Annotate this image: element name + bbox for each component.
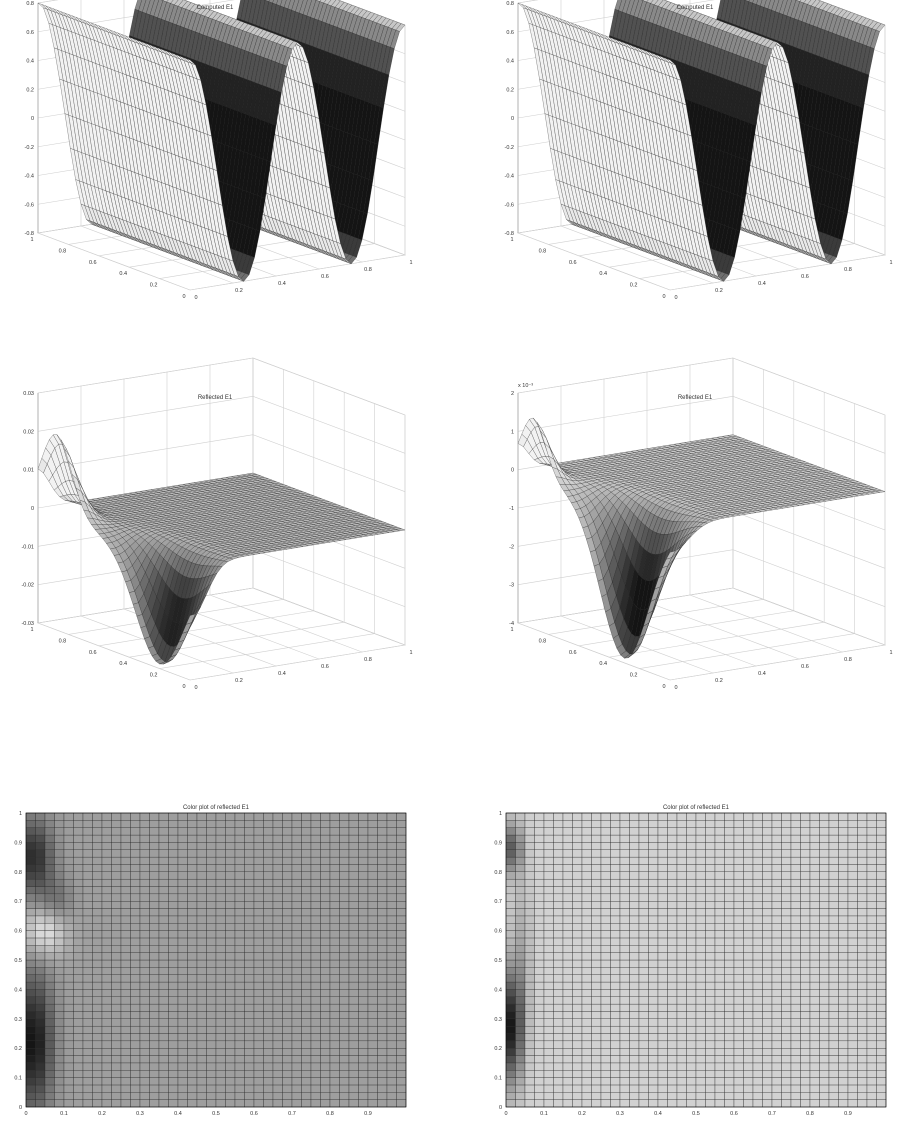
x-tick-label: 0.4 — [278, 671, 286, 677]
chart-title: Computed E1 — [677, 5, 714, 11]
z-tick-label: 0 — [31, 116, 34, 122]
z-tick-label: -0.6 — [505, 202, 514, 208]
surface-mesh — [37, 0, 406, 282]
x-tick-label: 0.2 — [235, 678, 243, 684]
x-tick-label: 1 — [409, 650, 412, 656]
y-gridline — [37, 358, 254, 624]
x-tick-label: 0.8 — [364, 267, 372, 273]
z-gridline — [517, 549, 886, 607]
y-tick-label: 0.4 — [599, 271, 607, 277]
x-tick-label: 1 — [889, 260, 892, 266]
z-gridline — [517, 587, 886, 646]
z-tick-label: 0.4 — [506, 59, 514, 65]
y-tick-label: 0 — [182, 684, 185, 690]
surface-plot-svg: -0.03 -0.02 -0.01 0 0.01 0.02 0.03 0 0.2 0.4 0.6 0.… — [21, 357, 413, 691]
reflected-e1-surface-left: -0.03 -0.02 -0.01 0 0.01 0.02 0.03 0 0.2 0.4 0.6 0.… — [0, 357, 420, 720]
z-tick-label: 0 — [31, 506, 34, 512]
y-tick-label: 0.6 — [569, 260, 577, 266]
y-tick-label: 0 — [182, 294, 185, 300]
x-tick-label: 0.6 — [321, 664, 329, 670]
y-tick-label: 0.4 — [119, 661, 127, 667]
x-tick-label: 0.6 — [801, 274, 809, 280]
axes: -0.03 -0.02 -0.01 0 0.01 0.02 0.03 0 0.2 0.4 0.6 0.… — [21, 391, 412, 691]
computed-e1-surface-left: -0.8 -0.6 -0.4 -0.2 0 0.2 0.4 0.6 0.8 0 0.2 0.4 0.6 0… — [0, 0, 420, 330]
y-tick-label: 0.6 — [89, 260, 97, 266]
computed-e1-surface-right: -0.8 -0.6 -0.4 -0.2 0 0.2 0.4 0.6 0.8 0 0.2 0.4 0.6 0… — [480, 0, 900, 330]
chart-title: Computed E1 — [197, 5, 234, 11]
z-tick-label: -0.8 — [25, 231, 34, 237]
z-tick-label: 0.03 — [23, 391, 34, 397]
y-tick-label: 0.4 — [119, 271, 127, 277]
x-tick-label: 0.4 — [278, 281, 286, 287]
z-gridline — [37, 396, 406, 454]
y-tick-label: 0.2 — [630, 283, 638, 289]
z-tick-label: -0.8 — [505, 231, 514, 237]
z-tick-label: -0.6 — [25, 202, 34, 208]
z-tick-label: 0.4 — [26, 59, 34, 65]
z-gridline — [37, 587, 406, 646]
y-tick-label: 0.2 — [150, 673, 158, 679]
z-tick-label: 0.01 — [23, 468, 34, 474]
x-tick-label: 0.8 — [364, 657, 372, 663]
y-tick-label: 0.8 — [59, 248, 67, 254]
z-tick-label: 0 — [511, 116, 514, 122]
z-tick-label: 0.8 — [26, 1, 34, 7]
z-tick-label: 0.6 — [26, 30, 34, 36]
surface-patch — [186, 58, 196, 65]
y-tick-label: 0.8 — [539, 248, 547, 254]
surface-mesh — [517, 417, 886, 659]
axes: -0.8 -0.6 -0.4 -0.2 0 0.2 0.4 0.6 0.8 0 0.2 0.4 0.6 0… — [25, 1, 413, 301]
surface-plot-svg: -4-3-2-101200.20.40.60.8100.20.40.60.81x… — [509, 357, 893, 691]
surface-patch — [185, 613, 196, 625]
x-tick-label: 0 — [674, 295, 677, 301]
floor — [516, 587, 887, 681]
z-tick-label: -0.4 — [505, 174, 514, 180]
surface-plot-svg: -0.8 -0.6 -0.4 -0.2 0 0.2 0.4 0.6 0.8 0 0.2 0.4 0.6 0… — [25, 0, 413, 301]
z-tick-label: -0.02 — [21, 583, 34, 589]
y-tick-label: 0.6 — [89, 650, 97, 656]
z-gridline — [517, 357, 886, 416]
z-tick-label: -0.2 — [505, 145, 514, 151]
surface-plot-svg: -0.8 -0.6 -0.4 -0.2 0 0.2 0.4 0.6 0.8 0 0.2 0.4 0.6 0… — [505, 0, 893, 301]
y-tick-label: 1 — [510, 237, 513, 243]
z-tick-label: -0.01 — [21, 544, 34, 550]
x-tick-label: 0.4 — [758, 281, 766, 287]
z-tick-label: 0.8 — [506, 1, 514, 7]
floor — [36, 587, 407, 681]
z-tick-label: -0.4 — [25, 174, 34, 180]
x-tick-label: 0 — [194, 685, 197, 691]
surface-patch — [666, 58, 676, 65]
surface-mesh — [37, 434, 406, 665]
chart-title: Reflected E1 — [198, 395, 233, 401]
z-tick-label: -0.2 — [25, 145, 34, 151]
y-tick-label: 0.2 — [150, 283, 158, 289]
x-tick-label: 0 — [194, 295, 197, 301]
z-tick-label: 0.02 — [23, 429, 34, 435]
x-tick-label: 0.6 — [321, 274, 329, 280]
y-tick-label: 1 — [30, 237, 33, 243]
y-tick-label: 1 — [30, 627, 33, 633]
x-tick-label: 0.2 — [235, 288, 243, 294]
x-tick-label: 0.8 — [844, 267, 852, 273]
z-gridline — [37, 357, 406, 416]
surface-mesh — [517, 0, 886, 282]
z-tick-label: 0.2 — [26, 87, 34, 93]
z-tick-label: 0.2 — [506, 87, 514, 93]
x-tick-label: 1 — [409, 260, 412, 266]
x-tick-label: 0.2 — [715, 288, 723, 294]
z-tick-label: 0.6 — [506, 30, 514, 36]
y-tick-label: 0.8 — [59, 638, 67, 644]
axes: -0.8 -0.6 -0.4 -0.2 0 0.2 0.4 0.6 0.8 0 0.2 0.4 0.6 0… — [505, 1, 893, 301]
reflected-e1-surface-right: -4 -3 -2 -1 0 1 2 0 0.2 0.4 0.6 0.8 1 0 0.2 0.4 0.6 0.8 1 x… — [480, 357, 900, 720]
y-tick-label: 0 — [662, 294, 665, 300]
z-tick-label: -0.03 — [21, 621, 34, 627]
